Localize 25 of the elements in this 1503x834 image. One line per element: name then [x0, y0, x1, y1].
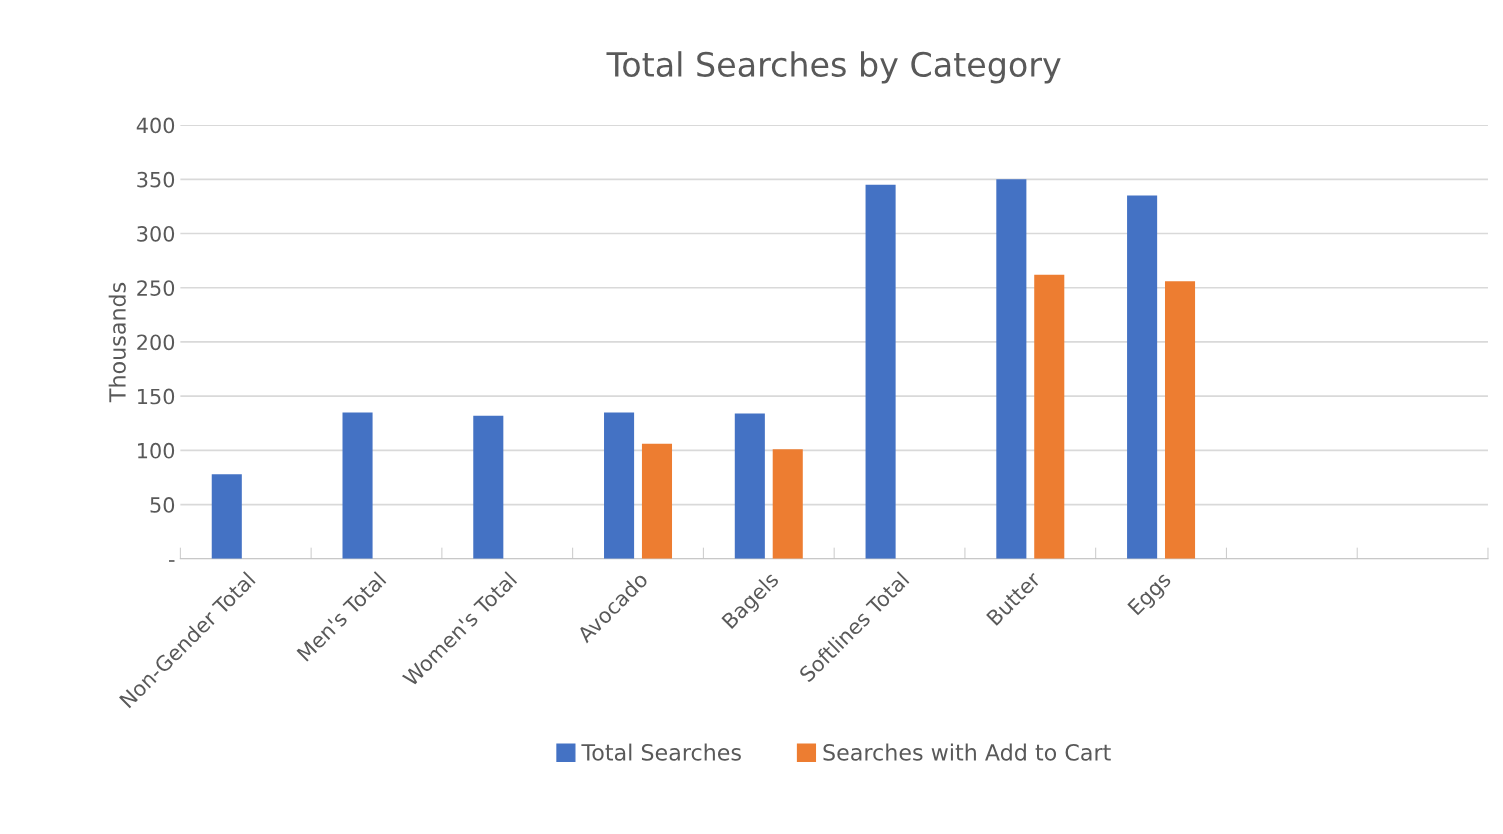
y-axis-title: Thousands [108, 282, 126, 403]
legend-label: Total Searches [581, 743, 741, 761]
bar [772, 449, 803, 559]
y-tick-label: 100 [138, 442, 175, 459]
bar [641, 443, 673, 559]
y-tick-label: 50 [150, 497, 175, 513]
bar [211, 474, 242, 559]
bar [1164, 281, 1196, 559]
bar [604, 412, 635, 559]
y-tick-label: 250 [137, 280, 175, 296]
chart-title: Total Searches by Category [606, 51, 1061, 84]
y-tick-label: 150 [138, 388, 175, 405]
bar [865, 184, 896, 559]
y-tick-label: 300 [137, 225, 175, 242]
bar [734, 413, 765, 559]
legend-label: Searches with Add to Cart [823, 743, 1111, 761]
y-tick-label: 200 [137, 334, 175, 351]
bar [1034, 274, 1065, 559]
bar [342, 412, 373, 559]
y-tick-label: - [169, 560, 175, 562]
bar [473, 415, 504, 559]
y-tick-label: 350 [137, 171, 175, 188]
bar [1127, 195, 1158, 559]
bar [996, 179, 1027, 559]
y-tick-label: 400 [136, 117, 175, 134]
